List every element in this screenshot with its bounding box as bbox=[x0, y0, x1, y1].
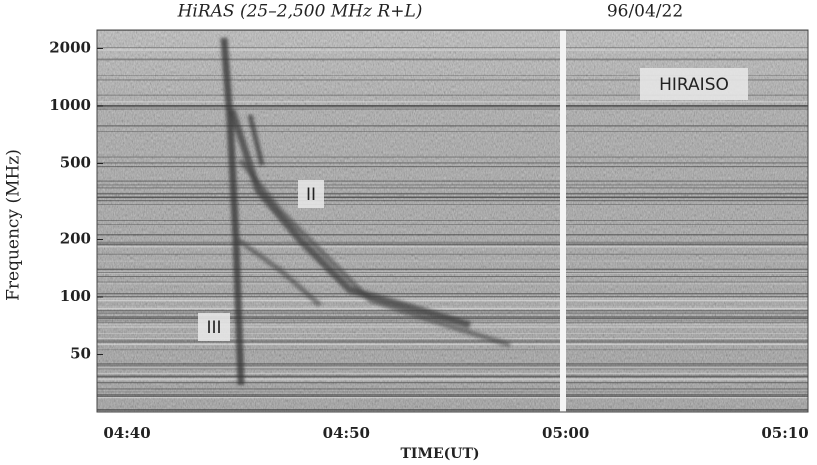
chart-date: 96/04/22 bbox=[607, 2, 683, 22]
y-tick-label: 2000 bbox=[49, 39, 91, 57]
chart-title: HiRAS (25–2,500 MHz R+L) bbox=[177, 2, 423, 22]
y-tick-label: 100 bbox=[60, 287, 91, 305]
x-tick-label: 05:10 bbox=[761, 424, 808, 442]
annotation: II bbox=[306, 185, 316, 205]
x-axis-label: TIME(UT) bbox=[400, 446, 479, 462]
y-axis-label: Frequency (MHz) bbox=[4, 149, 24, 301]
y-tick-label: 50 bbox=[70, 345, 91, 363]
y-tick-label: 500 bbox=[60, 154, 91, 172]
x-tick-label: 04:40 bbox=[103, 424, 150, 442]
bursts bbox=[220, 37, 511, 386]
annotation-box bbox=[198, 313, 230, 341]
data-gap bbox=[560, 30, 566, 412]
annotation: III bbox=[206, 318, 221, 338]
y-tick-label: 200 bbox=[60, 230, 91, 248]
annotation-box bbox=[298, 180, 324, 208]
annotation: HIRAISO bbox=[659, 75, 729, 95]
annotation-box bbox=[640, 68, 748, 100]
x-tick-label: 04:50 bbox=[323, 424, 370, 442]
interference-lines bbox=[97, 29, 808, 412]
plot-frame bbox=[96, 29, 809, 413]
x-tick-label: 05:00 bbox=[542, 424, 589, 442]
y-tick-label: 1000 bbox=[49, 96, 91, 114]
